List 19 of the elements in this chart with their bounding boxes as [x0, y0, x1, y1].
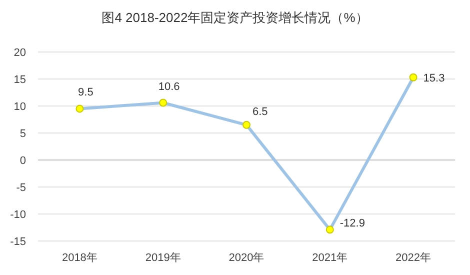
x-tick-label: 2022年 — [396, 252, 432, 264]
x-tick-label: 2019年 — [145, 252, 181, 264]
data-label: 10.6 — [158, 80, 180, 93]
x-tick-label: 2020年 — [228, 252, 264, 264]
data-label: 6.5 — [252, 106, 268, 118]
chart-title: 图4 2018-2022年固定资产投资增长情况（%） — [102, 10, 368, 25]
y-tick-label: 10 — [14, 101, 26, 113]
x-tick-label: 2021年 — [312, 252, 348, 264]
data-label: 9.5 — [78, 86, 94, 99]
y-tick-label: -5 — [16, 182, 26, 194]
data-label: -12.9 — [340, 218, 365, 230]
y-tick-label: -10 — [10, 209, 26, 221]
y-tick-label: 15 — [14, 74, 26, 86]
y-tick-label: -15 — [10, 236, 26, 248]
y-tick-label: 0 — [20, 155, 26, 167]
y-tick-label: 20 — [14, 47, 26, 59]
x-tick-label: 2018年 — [62, 252, 98, 264]
y-tick-label: 5 — [20, 128, 26, 140]
data-label: 15.3 — [423, 72, 445, 84]
